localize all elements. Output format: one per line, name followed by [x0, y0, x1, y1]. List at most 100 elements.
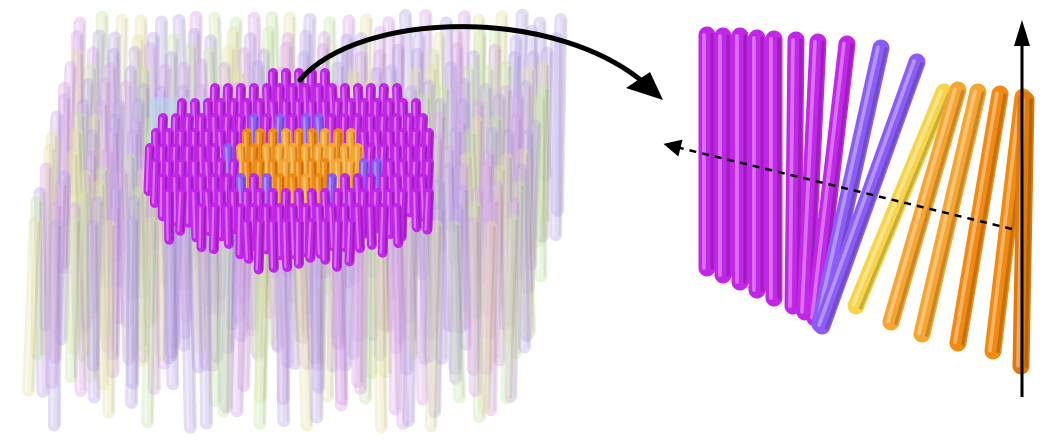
faint-rod: [70, 30, 88, 197]
curved-arrow-icon: [297, 24, 663, 100]
faint-rod: [111, 13, 129, 226]
core-rod: [175, 188, 187, 236]
faint-rod: [22, 216, 42, 397]
faint-rod: [491, 93, 506, 275]
core-rod: [223, 203, 234, 250]
faint-rod: [515, 163, 531, 354]
faint-rod: [129, 116, 149, 281]
core-rod: [305, 218, 317, 263]
faint-rod: [444, 60, 462, 267]
faint-rod: [45, 200, 63, 390]
faint-rod: [120, 128, 140, 329]
faint-rod: [84, 63, 101, 275]
faint-rod: [499, 128, 516, 331]
faint-rod: [72, 111, 91, 333]
core-rod: [281, 218, 293, 273]
faint-rod: [95, 99, 114, 273]
faint-rod: [48, 179, 68, 365]
faint-rod: [57, 81, 72, 270]
faint-rod: [481, 64, 497, 262]
core-rod: [196, 203, 207, 253]
faint-rod: [454, 162, 470, 334]
faint-rod: [86, 219, 101, 404]
faint-rod: [520, 64, 536, 252]
faint-rod: [76, 187, 91, 362]
faint-rod: [76, 78, 95, 260]
faint-rod: [124, 65, 142, 265]
faint-rod: [440, 16, 459, 233]
twist-rod: [765, 30, 783, 307]
faint-rod: [119, 80, 135, 296]
faint-rod: [163, 215, 180, 391]
faint-rod: [508, 34, 523, 202]
faint-rod: [101, 31, 122, 248]
faint-rod: [468, 115, 484, 283]
faint-rod: [126, 215, 140, 390]
faint-rod: [107, 47, 126, 255]
faint-rod: [141, 216, 158, 429]
core-rod: [208, 203, 220, 255]
faint-rod: [86, 46, 101, 240]
faint-rod: [69, 126, 88, 341]
faint-rod: [490, 179, 507, 367]
faint-rod: [549, 32, 564, 242]
faint-rod: [455, 184, 473, 351]
faint-rod: [502, 51, 522, 218]
faint-rod: [71, 49, 86, 253]
faint-rod: [56, 93, 71, 274]
faint-rod: [428, 204, 446, 418]
faint-rod: [42, 143, 57, 357]
faint-rod: [68, 202, 88, 397]
faint-rod: [45, 130, 61, 335]
faint-rod: [390, 220, 410, 430]
twist-rod: [714, 27, 732, 284]
faint-rod: [432, 178, 449, 365]
twisted-rod-stack: [698, 26, 1035, 375]
faint-rod: [519, 24, 539, 213]
faint-rod: [484, 196, 500, 417]
core-rod: [366, 203, 377, 250]
faint-rod: [102, 219, 117, 419]
faint-rod: [521, 119, 542, 295]
core-rod: [344, 218, 356, 267]
faint-rod: [54, 170, 72, 346]
twist-rod: [949, 85, 1009, 352]
faint-rod: [135, 167, 151, 367]
texture-3d-view: [22, 8, 568, 434]
faint-rod: [520, 128, 535, 343]
faint-rod: [533, 16, 552, 181]
faint-rod: [92, 179, 110, 391]
faint-rod: [112, 99, 126, 288]
faint-rod: [126, 98, 146, 301]
faint-rod: [98, 77, 113, 277]
faint-rod: [96, 165, 113, 342]
core-rod: [242, 218, 254, 264]
faint-rod: [84, 150, 99, 314]
faint-rod: [524, 50, 541, 271]
faint-rod: [434, 83, 451, 254]
faint-rod: [508, 180, 526, 360]
core-rod: [422, 188, 434, 235]
faint-rod: [551, 13, 568, 217]
twist-rod: [796, 33, 827, 321]
faint-rod: [466, 216, 482, 397]
core-rod: [164, 188, 175, 245]
faint-rod: [447, 126, 463, 334]
faint-rod: [128, 45, 148, 239]
faint-rod: [33, 187, 50, 398]
faint-rod: [427, 111, 447, 275]
core-rod: [392, 203, 404, 249]
faint-rod: [503, 112, 523, 328]
twist-rod: [698, 26, 716, 277]
twist-rod: [748, 29, 766, 299]
faint-rod: [402, 221, 419, 427]
faint-rod: [488, 25, 504, 205]
faint-rod: [125, 195, 141, 409]
faint-rod: [123, 152, 137, 362]
faint-rod: [479, 160, 494, 376]
core-rod: [411, 188, 422, 233]
core-rod: [377, 203, 389, 258]
faint-rod: [478, 220, 498, 415]
dashed-axis-arrow-icon: [663, 139, 1013, 231]
